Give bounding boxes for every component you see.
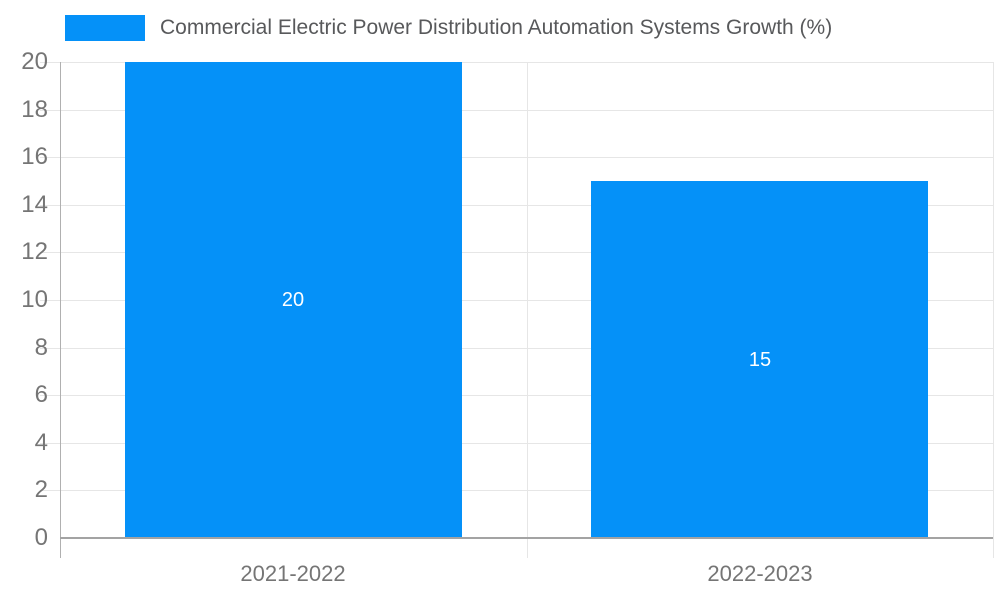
y-tick-label-2: 2 bbox=[34, 476, 48, 503]
y-tick-label-0: 0 bbox=[34, 524, 48, 551]
bar-value-label-2021-2022: 20 bbox=[281, 289, 305, 311]
gridline-y-12 bbox=[40, 252, 993, 253]
bar-2021-2022[interactable] bbox=[125, 62, 462, 538]
gridline-y-2 bbox=[40, 490, 993, 491]
bar-value-label-2022-2023: 15 bbox=[748, 349, 772, 371]
y-tick-label-16: 16 bbox=[21, 143, 48, 170]
y-tick-label-18: 18 bbox=[21, 96, 48, 123]
gridline-y-14 bbox=[40, 205, 993, 206]
bar-2022-2023[interactable] bbox=[591, 181, 928, 538]
gridline-y-20 bbox=[40, 62, 993, 63]
gridline-y-4 bbox=[40, 443, 993, 444]
y-tick-label-10: 10 bbox=[21, 286, 48, 313]
legend-swatch-icon bbox=[65, 15, 145, 41]
y-tick-label-4: 4 bbox=[34, 429, 48, 456]
gridline-y-6 bbox=[40, 395, 993, 396]
legend-label: Commercial Electric Power Distribution A… bbox=[160, 16, 833, 39]
plot-right-border-line bbox=[993, 62, 994, 558]
y-tick-label-8: 8 bbox=[34, 334, 48, 361]
gridline-y-10 bbox=[40, 300, 993, 301]
gridline-y-8 bbox=[40, 348, 993, 349]
x-axis-baseline bbox=[60, 537, 993, 539]
y-axis-line bbox=[60, 62, 61, 558]
category-separator-line bbox=[527, 62, 528, 558]
x-tick-label-2022-2023: 2022-2023 bbox=[707, 561, 813, 586]
chart-legend: Commercial Electric Power Distribution A… bbox=[65, 15, 832, 41]
gridline-y-18 bbox=[40, 110, 993, 111]
y-tick-label-14: 14 bbox=[21, 191, 48, 218]
x-tick-label-2021-2022: 2021-2022 bbox=[240, 561, 346, 586]
y-tick-label-20: 20 bbox=[21, 48, 48, 75]
y-tick-label-12: 12 bbox=[21, 238, 48, 265]
y-tick-label-6: 6 bbox=[34, 381, 48, 408]
gridline-y-16 bbox=[40, 157, 993, 158]
